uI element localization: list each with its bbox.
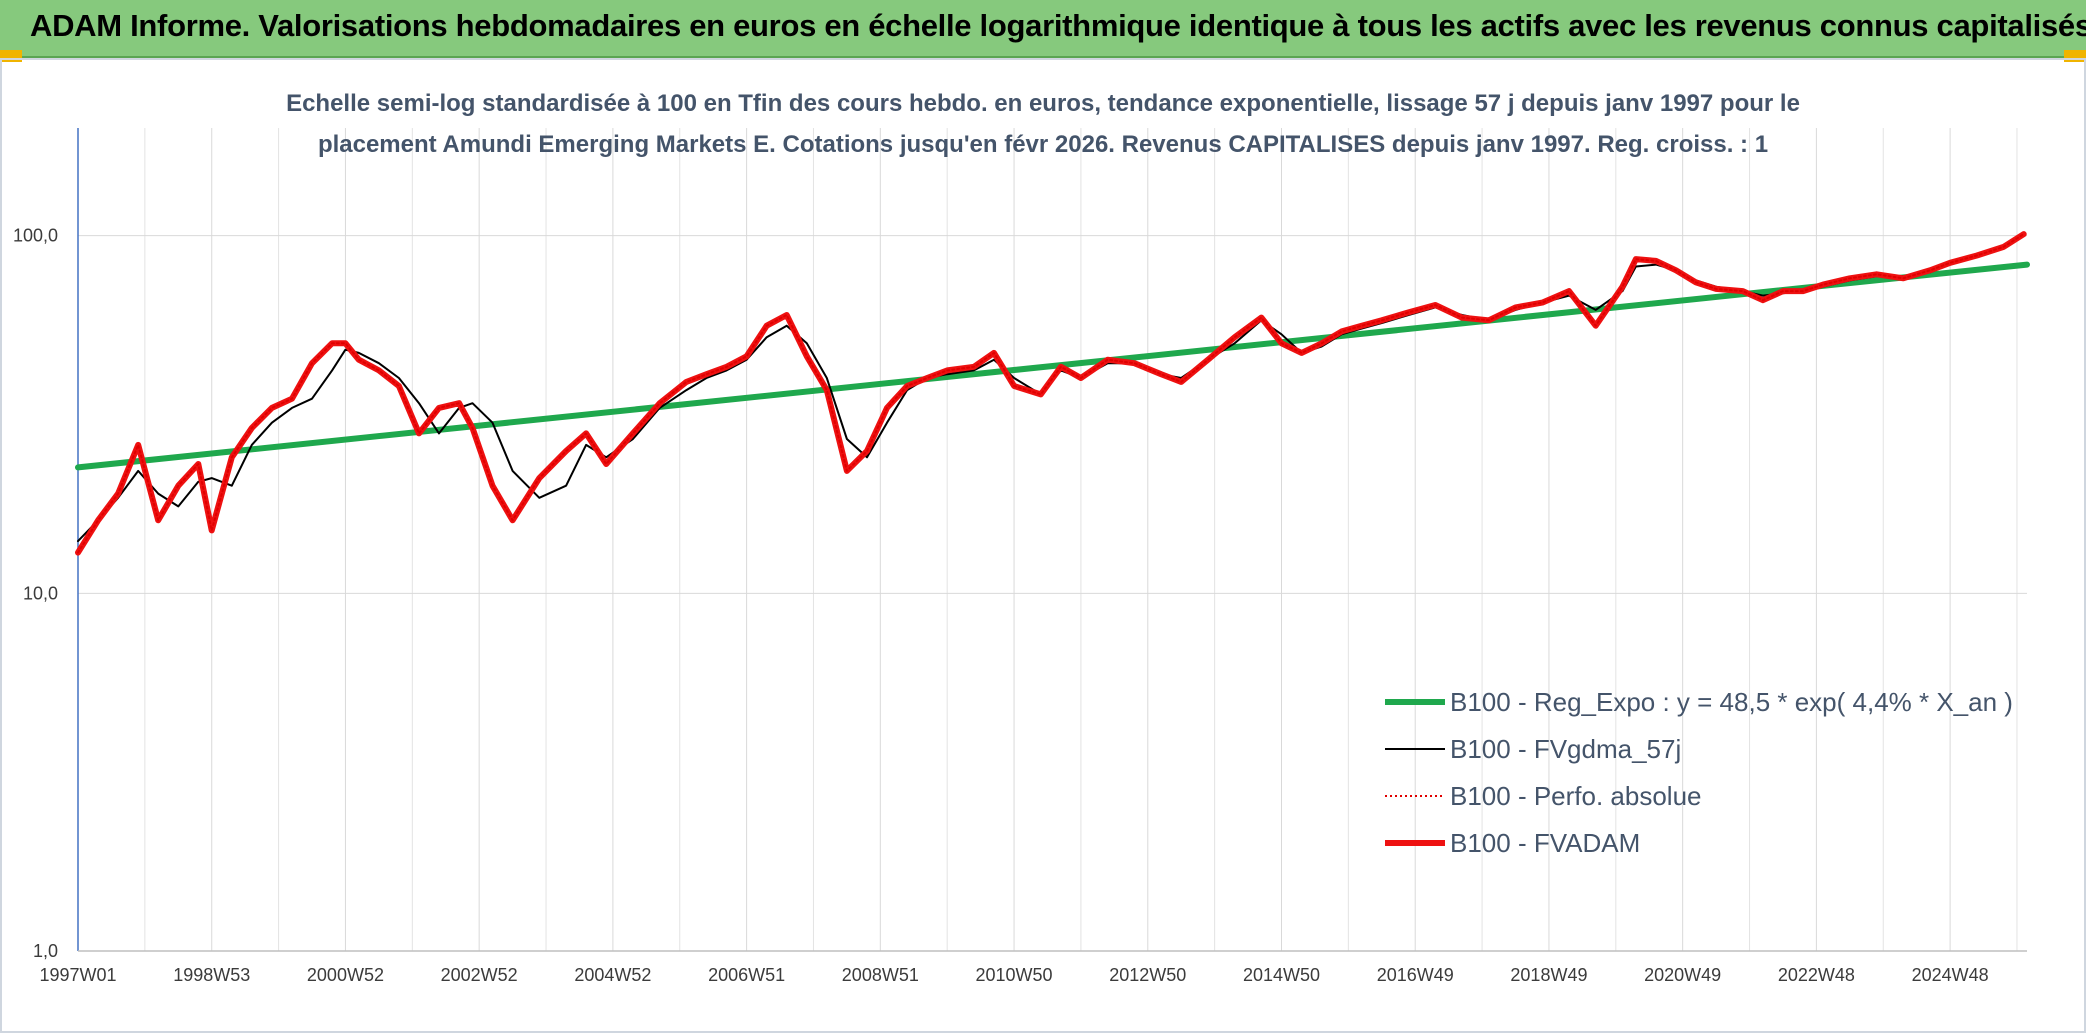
series-line-1 [77,234,2025,543]
x-tick-label: 1997W01 [39,965,116,985]
x-tick-label: 2012W50 [1109,965,1186,985]
legend-label-0: B100 - Reg_Expo : y = 48,5 * exp( 4,4% *… [1450,687,2013,717]
x-tick-label: 2006W51 [708,965,785,985]
x-tick-label: 2014W50 [1243,965,1320,985]
series-line-2 [77,233,2025,554]
y-tick-label: 10,0 [23,583,58,603]
x-tick-label: 2000W52 [307,965,384,985]
axes [77,128,2027,952]
chart-subtitle-line-1: Echelle semi-log standardisée à 100 en T… [286,90,1800,117]
legend-label-2: B100 - Perfo. absolue [1450,781,1702,811]
page-title: ADAM Informe. Valorisations hebdomadaire… [30,8,2086,43]
x-tick-label: 2020W49 [1644,965,1721,985]
series-line-0 [75,261,2030,471]
x-tick-label: 2002W52 [441,965,518,985]
chart-subtitle-line-2: placement Amundi Emerging Markets E. Cot… [318,131,1768,158]
x-tick-label: 2004W52 [574,965,651,985]
grid [77,128,2027,952]
legend-label-3: B100 - FVADAM [1450,828,1640,858]
x-tick-label: 2008W51 [842,965,919,985]
y-tick-label: 100,0 [13,226,58,246]
legend-label-1: B100 - FVgdma_57j [1450,734,1681,764]
x-tick-label: 2022W48 [1778,965,1855,985]
title-banner: ADAM Informe. Valorisations hebdomadaire… [0,0,2086,58]
x-tick-label: 1998W53 [173,965,250,985]
series-line-3 [75,231,2027,556]
x-tick-label: 2010W50 [976,965,1053,985]
x-tick-label: 2016W49 [1377,965,1454,985]
legend: B100 - Reg_Expo : y = 48,5 * exp( 4,4% *… [1385,687,2013,858]
y-tick-label: 1,0 [33,941,58,961]
series-lines [75,231,2030,556]
x-tick-label: 2024W48 [1912,965,1989,985]
chart-frame [0,58,2086,1033]
x-tick-label: 2018W49 [1510,965,1587,985]
tick-labels: 1,0 10,0 100,0 1997W01 1998W53 2000W52 2002W52… [13,226,1989,985]
